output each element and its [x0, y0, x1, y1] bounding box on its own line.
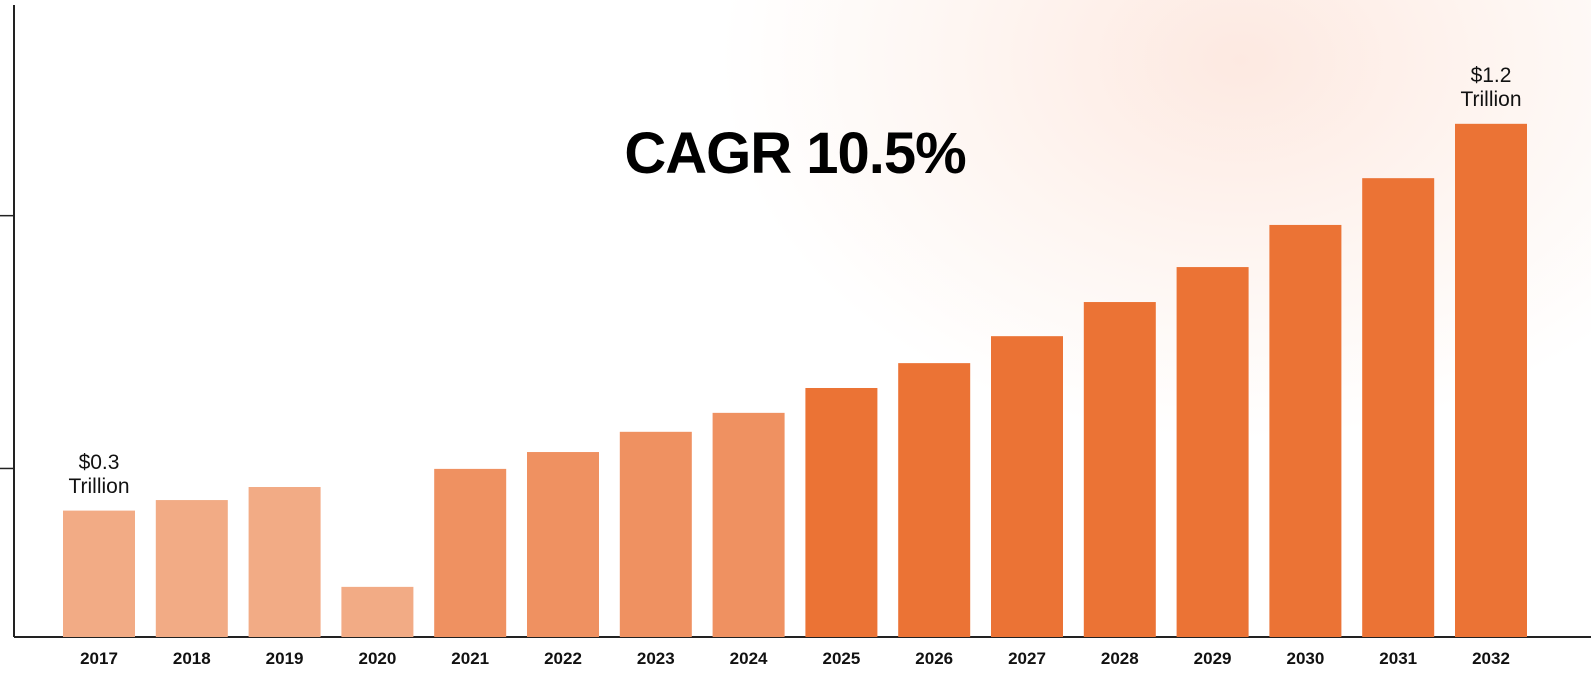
value-label: $1.2 Trillion	[1460, 63, 1522, 111]
bar	[341, 586, 414, 637]
bar	[63, 510, 135, 637]
x-tick-label: 2030	[1286, 649, 1324, 668]
x-tick-label: 2021	[451, 649, 489, 668]
x-tick-label: 2018	[173, 649, 211, 668]
bar	[1269, 224, 1342, 637]
x-tick-label: 2017	[80, 649, 118, 668]
bar	[434, 468, 507, 637]
bar	[1176, 267, 1249, 637]
x-tick-label: 2026	[915, 649, 953, 668]
x-tick-label: 2023	[637, 649, 675, 668]
bar	[527, 452, 599, 637]
bar	[712, 412, 785, 637]
x-tick-label: 2032	[1472, 649, 1510, 668]
bar	[248, 487, 321, 637]
x-tick-label: 2024	[730, 649, 768, 668]
annotation: CAGR 10.5%	[624, 121, 966, 186]
value-label: $0.3 Trillion	[68, 450, 130, 498]
x-tick-label: 2031	[1379, 649, 1417, 668]
x-tick-label: 2029	[1194, 649, 1232, 668]
bar	[1083, 302, 1156, 637]
x-tick-label: 2027	[1008, 649, 1046, 668]
bar	[155, 500, 228, 637]
bar	[898, 363, 971, 637]
x-tick-label: 2025	[822, 649, 860, 668]
bar	[1362, 178, 1435, 637]
bar	[619, 431, 692, 637]
bar	[1455, 123, 1527, 638]
x-tick-label: 2028	[1101, 649, 1139, 668]
bar	[991, 336, 1063, 637]
bar	[805, 387, 878, 637]
x-tick-label: 2020	[358, 649, 396, 668]
x-tick-label: 2022	[544, 649, 582, 668]
x-tick-label: 2019	[266, 649, 304, 668]
